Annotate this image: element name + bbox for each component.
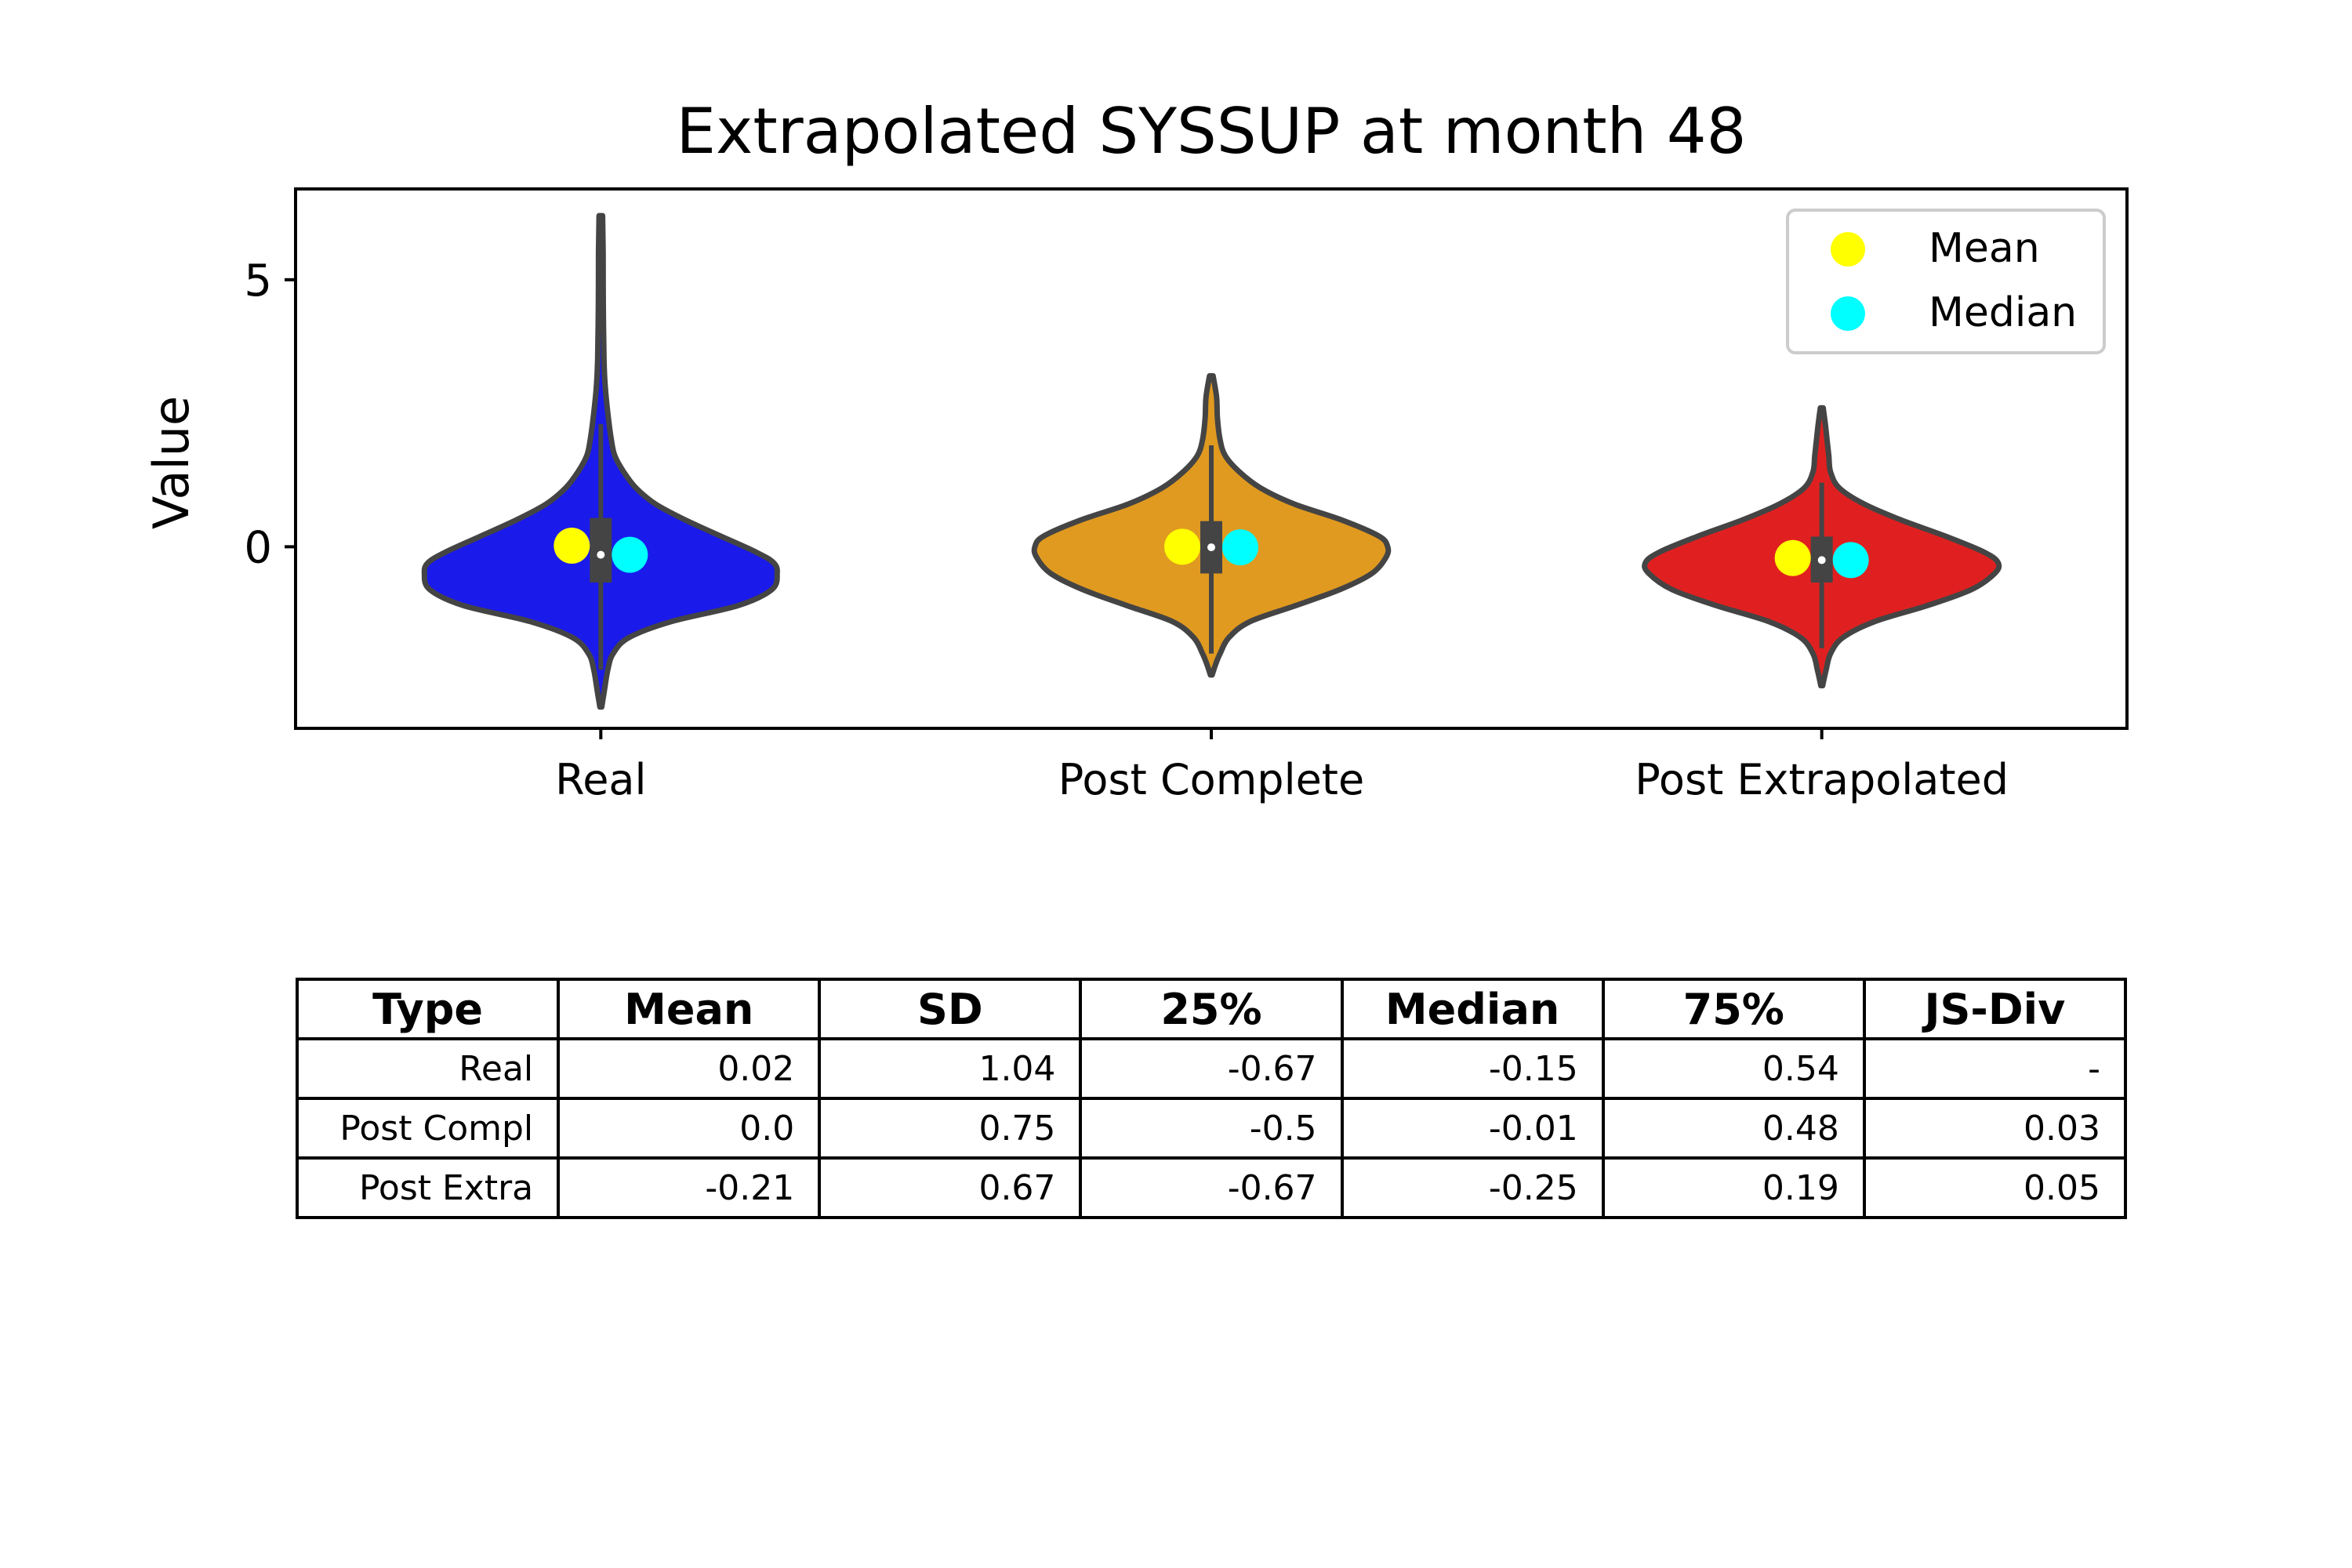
cell-type: Post Compl (295, 1097, 561, 1160)
header-75: 75% (1601, 978, 1866, 1040)
x-ticks-group: Real Post Complete Post Extrapolated (555, 728, 2009, 804)
legend-median-label: Median (1929, 289, 2077, 336)
legend-mean-label: Mean (1929, 225, 2040, 272)
cell-type: Post Extra (295, 1156, 561, 1219)
mean-point (1774, 539, 1811, 576)
legend-median-marker (1831, 296, 1865, 331)
header-mean: Mean (557, 978, 822, 1040)
cell-mean: 0.02 (557, 1037, 822, 1100)
y-ticks-group: 05 (244, 256, 296, 573)
mean-point (1164, 528, 1200, 565)
cell-25: -0.67 (1079, 1037, 1344, 1100)
header-sd: SD (818, 978, 1083, 1040)
legend-box (1786, 209, 2106, 354)
cell-mean: -0.21 (557, 1156, 822, 1219)
legend: Mean Median (1786, 209, 2106, 354)
cell-75: 0.19 (1601, 1156, 1866, 1219)
header-median: Median (1340, 978, 1605, 1040)
cell-median: -0.01 (1340, 1097, 1605, 1160)
x-tick-label: Real (555, 755, 646, 804)
header-type: Type (295, 978, 561, 1040)
x-tick-label: Post Extrapolated (1635, 755, 2009, 804)
cell-sd: 0.67 (818, 1156, 1083, 1219)
mean-point (554, 528, 590, 564)
chart-title: Extrapolated SYSSUP at month 48 (676, 95, 1746, 168)
cell-mean: 0.0 (557, 1097, 822, 1160)
cell-type: Real (295, 1037, 561, 1100)
x-tick-label: Post Complete (1058, 755, 1364, 804)
violins-group (421, 212, 2002, 710)
header-25: 25% (1079, 978, 1344, 1040)
table-row: Post Extra -0.21 0.67 -0.67 -0.25 0.19 0… (295, 1156, 2128, 1219)
cell-sd: 1.04 (818, 1037, 1083, 1100)
stats-table: Type Mean SD 25% Median 75% JS-Div Real … (295, 978, 2128, 1219)
violin-median-dot (597, 550, 605, 559)
cell-75: 0.48 (1601, 1097, 1866, 1160)
legend-mean-marker (1831, 232, 1865, 267)
cell-jsdiv: - (1862, 1037, 2128, 1100)
cell-25: -0.67 (1079, 1156, 1344, 1219)
table-row: Real 0.02 1.04 -0.67 -0.15 0.54 - (295, 1037, 2128, 1100)
cell-sd: 0.75 (818, 1097, 1083, 1160)
cell-jsdiv: 0.05 (1862, 1156, 2128, 1219)
violin-iqr-box (590, 517, 612, 583)
cell-25: -0.5 (1079, 1097, 1344, 1160)
table-row: Post Compl 0.0 0.75 -0.5 -0.01 0.48 0.03 (295, 1097, 2128, 1160)
plot-frame (294, 187, 2129, 730)
cell-median: -0.15 (1340, 1037, 1605, 1100)
violin-median-dot (1207, 543, 1215, 552)
violin-median-dot (1817, 556, 1826, 564)
cell-75: 0.54 (1601, 1037, 1866, 1100)
header-jsdiv: JS-Div (1862, 978, 2128, 1040)
median-point (612, 536, 648, 573)
cell-median: -0.25 (1340, 1156, 1605, 1219)
median-point (1832, 542, 1869, 579)
y-tick-label: 5 (244, 256, 272, 307)
y-axis-label: Value (143, 396, 200, 529)
cell-jsdiv: 0.03 (1862, 1097, 2128, 1160)
y-tick-label: 0 (244, 522, 272, 573)
table-header-row: Type Mean SD 25% Median 75% JS-Div (295, 978, 2128, 1040)
median-point (1222, 529, 1258, 566)
